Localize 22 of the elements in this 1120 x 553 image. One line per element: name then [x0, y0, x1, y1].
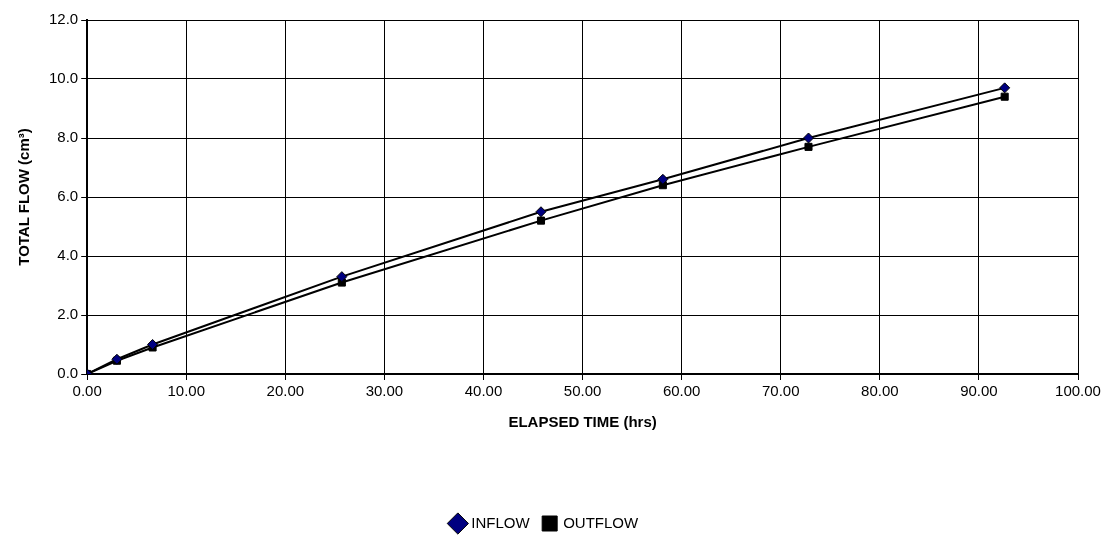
x-tick-label: 70.00	[761, 382, 800, 400]
x-tick-label: 60.00	[662, 382, 701, 400]
y-tick-label: 8.0	[57, 128, 79, 146]
x-tick-label: 10.00	[167, 382, 206, 400]
x-tick-label: 100.00	[1055, 382, 1101, 400]
x-tick-label: 0.00	[72, 382, 102, 400]
x-tick-label: 80.00	[861, 382, 899, 400]
y-tick-label: 12.0	[48, 10, 79, 28]
y-tick-label: 10.0	[48, 69, 79, 87]
x-tick-label: 90.00	[960, 382, 998, 400]
x-tick-label: 40.00	[464, 382, 503, 400]
y-tick-label: 0.0	[57, 364, 79, 382]
legend-label: INFLOW	[471, 513, 531, 531]
x-tick-label: 50.00	[563, 382, 602, 400]
x-axis-title: ELAPSED TIME (hrs)	[508, 413, 657, 431]
x-tick-label: 20.00	[266, 382, 305, 400]
y-tick-label: 4.0	[57, 246, 79, 264]
y-axis-title: TOTAL FLOW (cm³)	[15, 128, 33, 266]
legend-label: OUTFLOW	[563, 513, 639, 531]
x-tick-label: 30.00	[365, 382, 404, 400]
y-tick-label: 6.0	[57, 187, 79, 205]
y-tick-label: 2.0	[57, 305, 79, 323]
